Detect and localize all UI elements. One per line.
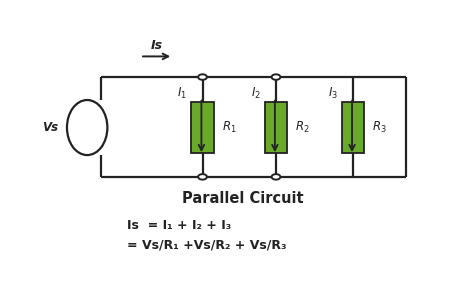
Text: I$_{1}$: I$_{1}$ xyxy=(177,86,187,101)
Text: Vs: Vs xyxy=(42,121,58,134)
Bar xyxy=(342,102,364,153)
Text: I$_{2}$: I$_{2}$ xyxy=(251,86,261,101)
Text: Parallel Circuit: Parallel Circuit xyxy=(182,191,304,206)
Text: I$_{3}$: I$_{3}$ xyxy=(328,86,337,101)
Ellipse shape xyxy=(67,100,108,155)
Circle shape xyxy=(198,74,207,80)
Text: Is: Is xyxy=(151,39,163,52)
Text: Is  = I₁ + I₂ + I₃: Is = I₁ + I₂ + I₃ xyxy=(127,218,231,232)
Circle shape xyxy=(198,174,207,180)
Circle shape xyxy=(272,174,281,180)
Text: −: − xyxy=(85,142,96,156)
Bar xyxy=(191,102,213,153)
Text: +: + xyxy=(85,102,96,114)
Circle shape xyxy=(272,74,281,80)
Text: R$_{2}$: R$_{2}$ xyxy=(295,120,310,135)
Text: = Vs/R₁ +Vs/R₂ + Vs/R₃: = Vs/R₁ +Vs/R₂ + Vs/R₃ xyxy=(127,238,287,251)
Text: R$_{1}$: R$_{1}$ xyxy=(222,120,237,135)
Bar xyxy=(265,102,287,153)
Text: R$_{3}$: R$_{3}$ xyxy=(372,120,387,135)
